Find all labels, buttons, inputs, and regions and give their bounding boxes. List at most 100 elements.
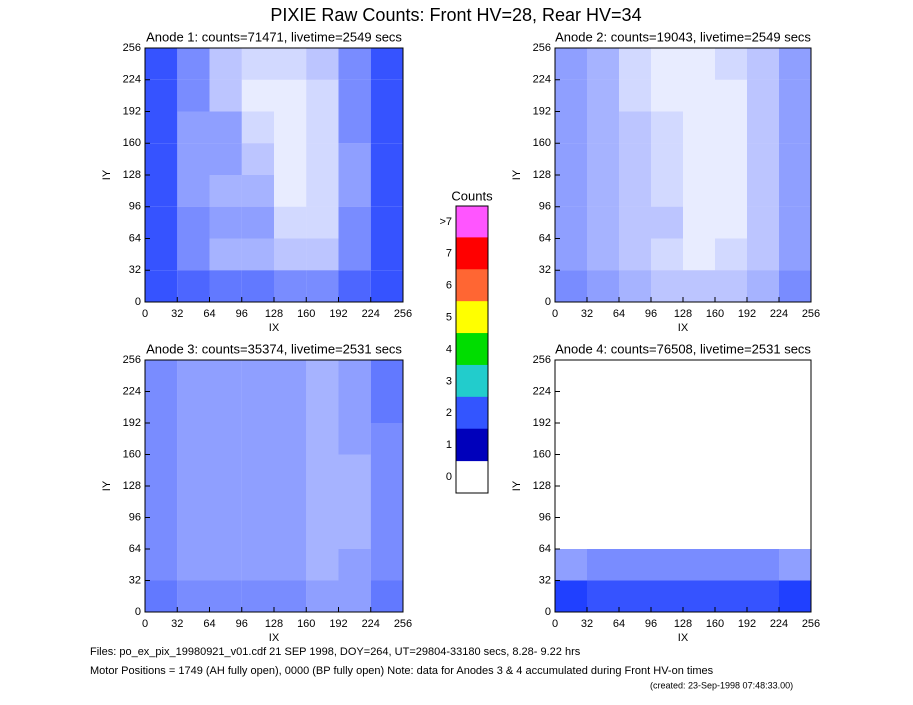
density-cell — [241, 175, 274, 207]
colorbar-label: 0 — [446, 471, 452, 483]
density-cell — [306, 423, 339, 455]
density-cell — [209, 270, 242, 302]
density-cell — [715, 48, 747, 80]
x-tick-label: 96 — [645, 618, 657, 630]
y-tick-label: 32 — [539, 264, 551, 276]
density-cell — [715, 518, 747, 550]
density-cell — [683, 270, 715, 302]
density-cell — [145, 423, 178, 455]
x-tick-label: 128 — [674, 618, 692, 630]
y-tick-label: 0 — [135, 606, 141, 618]
x-tick-label: 64 — [613, 308, 625, 320]
panel-title: Anode 1: counts=71471, livetime=2549 sec… — [146, 29, 402, 44]
y-tick-label: 256 — [123, 354, 141, 366]
density-cell — [241, 143, 274, 175]
density-cell — [177, 549, 210, 581]
density-cell — [747, 175, 779, 207]
density-cell — [747, 486, 779, 518]
density-cell — [241, 423, 274, 455]
colorbar-cell — [456, 461, 488, 493]
x-tick-label: 128 — [674, 308, 692, 320]
density-cell — [145, 549, 178, 581]
density-cell — [715, 360, 747, 392]
density-cell — [209, 549, 242, 581]
density-cell — [338, 143, 371, 175]
footer-created: (created: 23-Sep-1998 07:48:33.00) — [650, 680, 793, 690]
density-cell — [715, 455, 747, 487]
density-cell — [683, 79, 715, 112]
density-cell — [747, 580, 779, 612]
x-axis-label: IX — [678, 632, 689, 644]
x-tick-label: 256 — [802, 308, 820, 320]
density-cell — [651, 270, 683, 302]
x-tick-label: 96 — [645, 308, 657, 320]
colorbar-cell — [455, 333, 489, 366]
density-cell — [683, 175, 715, 207]
x-tick-label: 32 — [171, 618, 183, 630]
density-cell — [619, 486, 651, 518]
density-cell — [274, 48, 307, 80]
density-cell — [145, 454, 178, 486]
density-cell — [306, 111, 339, 144]
density-cell — [779, 486, 811, 518]
density-cell — [555, 175, 587, 207]
density-cell — [587, 238, 619, 271]
density-cell — [747, 111, 779, 144]
density-cell — [306, 206, 339, 239]
density-cell — [779, 518, 811, 550]
density-cell — [555, 270, 587, 302]
density-cell — [587, 48, 619, 80]
density-cell — [338, 549, 371, 581]
density-cell — [177, 360, 210, 392]
y-tick-label: 224 — [123, 385, 141, 397]
density-cell — [274, 360, 307, 392]
x-tick-label: 96 — [236, 618, 248, 630]
density-cell — [145, 360, 178, 392]
y-axis-label: IY — [101, 480, 113, 491]
density-cell — [779, 48, 811, 80]
density-cell — [177, 391, 210, 423]
density-cell — [587, 580, 619, 612]
density-cell — [651, 392, 683, 424]
x-tick-label: 160 — [297, 308, 315, 320]
x-tick-label: 64 — [203, 618, 215, 630]
density-cell — [747, 143, 779, 175]
density-cell — [338, 580, 371, 612]
footer-note: Motor Positions = 1749 (AH fully open), … — [90, 665, 714, 677]
x-tick-label: 192 — [738, 308, 756, 320]
density-cell — [241, 454, 274, 486]
density-cell — [370, 270, 403, 302]
density-cell — [779, 79, 811, 112]
density-cell — [587, 111, 619, 144]
x-axis-label: IX — [678, 322, 689, 334]
density-cell — [747, 549, 779, 581]
density-cell — [338, 48, 371, 80]
x-tick-label: 128 — [265, 308, 283, 320]
y-tick-label: 96 — [129, 201, 141, 213]
y-tick-label: 96 — [129, 511, 141, 523]
density-cell — [747, 206, 779, 239]
density-cell — [274, 111, 307, 144]
density-cell — [274, 175, 307, 207]
colorbar-cell — [455, 301, 489, 335]
density-cell — [145, 143, 178, 175]
colorbar-label: 4 — [446, 343, 452, 355]
density-cell — [651, 486, 683, 518]
density-cell — [683, 486, 715, 518]
y-tick-label: 256 — [533, 42, 551, 54]
density-cell — [145, 111, 178, 144]
x-tick-label: 192 — [329, 308, 347, 320]
density-cell — [587, 79, 619, 112]
colorbar-cell — [455, 364, 489, 398]
density-cell — [587, 360, 619, 392]
x-tick-label: 160 — [297, 618, 315, 630]
density-cell — [370, 454, 403, 486]
density-cell — [587, 175, 619, 207]
density-cell — [555, 206, 587, 239]
density-cell — [274, 79, 307, 112]
density-cell — [619, 79, 651, 112]
density-cell — [338, 486, 371, 518]
density-cell — [683, 111, 715, 144]
density-cell — [338, 423, 371, 455]
